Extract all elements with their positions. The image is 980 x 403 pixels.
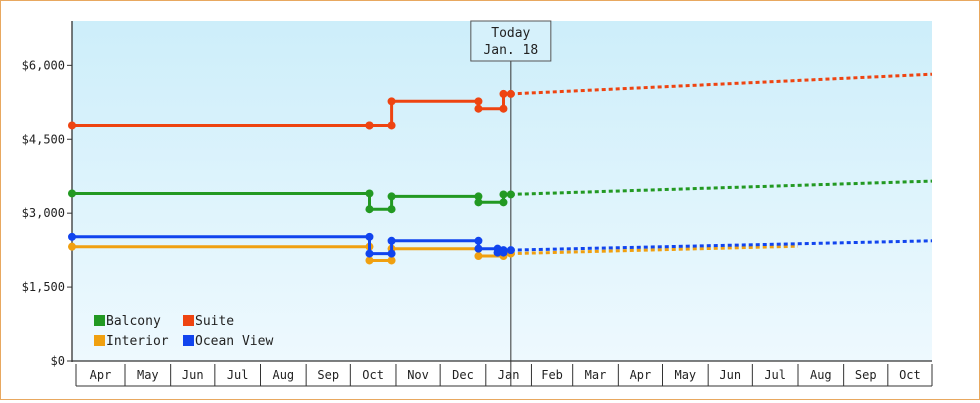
y-tick-label: $1,500	[22, 280, 65, 294]
forecast-line-interior	[510, 244, 799, 256]
data-point-balcony	[365, 189, 374, 198]
data-point-balcony	[499, 198, 508, 207]
legend-label-suite: Suite	[195, 314, 234, 329]
month-label: Sep	[317, 368, 339, 382]
month-label: Jun	[719, 368, 741, 382]
data-point-ocean-view	[474, 244, 483, 253]
today-label: Today	[491, 26, 530, 41]
data-point-interior	[387, 256, 396, 265]
data-point-balcony	[387, 192, 396, 201]
month-label: Sep	[855, 368, 877, 382]
data-point-ocean-view	[474, 236, 483, 245]
legend-label-balcony: Balcony	[106, 314, 161, 329]
legend-swatch-interior	[94, 335, 105, 346]
data-point-interior	[365, 256, 374, 265]
y-tick-label: $4,500	[22, 132, 65, 146]
data-point-ocean-view	[365, 249, 374, 258]
legend-swatch-ocean-view	[183, 335, 194, 346]
data-point-balcony	[68, 189, 76, 198]
forecast-line-balcony	[510, 179, 933, 196]
data-point-ocean-view	[387, 249, 396, 258]
y-tick-label: $6,000	[22, 58, 65, 72]
data-point-balcony	[474, 192, 483, 201]
forecast-line-ocean-view	[510, 239, 933, 252]
month-label: Apr	[90, 368, 112, 382]
data-point-suite	[506, 89, 515, 98]
data-point-suite	[499, 104, 508, 113]
data-point-suite	[474, 97, 483, 106]
month-label: Mar	[585, 368, 607, 382]
data-point-balcony	[499, 190, 508, 199]
data-point-ocean-view	[506, 246, 515, 255]
data-point-balcony	[506, 190, 515, 199]
month-label: Jul	[764, 368, 786, 382]
data-point-suite	[365, 121, 374, 130]
y-tick-label: $0	[51, 354, 65, 368]
month-label: Apr	[630, 368, 652, 382]
month-label: Aug	[272, 368, 294, 382]
month-label: Jan	[498, 368, 520, 382]
data-point-balcony	[474, 198, 483, 207]
legend-swatch-suite	[183, 315, 194, 326]
forecast-line-suite	[510, 72, 933, 96]
month-label: Feb	[541, 368, 563, 382]
month-label: Nov	[407, 368, 429, 382]
data-point-ocean-view	[499, 246, 508, 255]
month-label: Jul	[227, 368, 249, 382]
month-label: Oct	[362, 368, 384, 382]
month-label: Jun	[182, 368, 204, 382]
legend-swatch-balcony	[94, 315, 105, 326]
today-date-label: Jan. 18	[483, 43, 538, 58]
data-point-balcony	[365, 205, 374, 214]
month-label: Aug	[810, 368, 832, 382]
legend-label-ocean-view: Ocean View	[195, 334, 273, 349]
data-point-suite	[387, 97, 396, 106]
data-point-suite	[499, 89, 508, 98]
month-label: May	[674, 368, 696, 382]
data-point-interior	[474, 252, 483, 261]
data-point-interior	[68, 242, 76, 251]
y-tick-label: $3,000	[22, 206, 65, 220]
month-label: May	[137, 368, 159, 382]
data-point-suite	[474, 104, 483, 113]
month-label: Oct	[899, 368, 921, 382]
data-point-ocean-view	[387, 236, 396, 245]
data-point-suite	[387, 121, 396, 130]
data-point-balcony	[387, 205, 396, 214]
month-label: Dec	[452, 368, 474, 382]
data-point-suite	[68, 121, 76, 130]
data-point-ocean-view	[68, 232, 76, 241]
legend-label-interior: Interior	[106, 334, 169, 349]
data-point-ocean-view	[365, 232, 374, 241]
today-callout-box	[470, 20, 552, 62]
